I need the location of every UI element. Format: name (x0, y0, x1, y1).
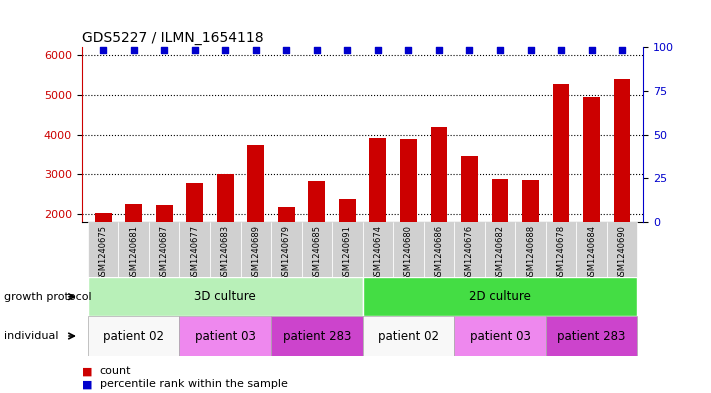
Text: growth protocol: growth protocol (4, 292, 91, 302)
Bar (240, 222, 271, 277)
Bar (149, 222, 179, 277)
Point (189, 47, 201, 53)
Point (128, 47, 139, 53)
Text: GSM1240686: GSM1240686 (434, 225, 444, 281)
Point (342, 47, 353, 53)
Text: GSM1240688: GSM1240688 (526, 225, 535, 281)
Point (97, 47, 109, 53)
Text: GSM1240691: GSM1240691 (343, 225, 352, 281)
Bar (271, 316, 363, 356)
Bar (370, 138, 386, 294)
Bar (614, 79, 631, 294)
Text: GSM1240675: GSM1240675 (99, 225, 107, 281)
Text: GSM1240681: GSM1240681 (129, 225, 138, 281)
Text: GSM1240680: GSM1240680 (404, 225, 413, 281)
Text: patient 02: patient 02 (103, 329, 164, 343)
Point (433, 47, 444, 53)
Text: GSM1240677: GSM1240677 (191, 225, 199, 281)
Point (250, 47, 262, 53)
Bar (546, 222, 577, 277)
Bar (393, 222, 424, 277)
Bar (210, 222, 240, 277)
Bar (179, 222, 210, 277)
Text: GSM1240687: GSM1240687 (160, 225, 169, 281)
Bar (156, 205, 173, 294)
Point (555, 47, 567, 53)
Bar (424, 222, 454, 277)
Bar (454, 222, 485, 277)
Bar (583, 97, 600, 294)
Bar (454, 316, 546, 356)
Bar (309, 181, 325, 294)
Bar (491, 179, 508, 294)
Bar (522, 180, 539, 294)
Bar (332, 222, 363, 277)
Text: patient 02: patient 02 (378, 329, 439, 343)
Text: GSM1240685: GSM1240685 (312, 225, 321, 281)
Text: GSM1240676: GSM1240676 (465, 225, 474, 281)
Text: patient 283: patient 283 (557, 329, 626, 343)
Text: GSM1240684: GSM1240684 (587, 225, 596, 281)
Bar (400, 139, 417, 294)
Text: patient 03: patient 03 (469, 329, 530, 343)
Bar (119, 222, 149, 277)
Bar (217, 174, 234, 294)
Bar (363, 316, 454, 356)
Text: GSM1240679: GSM1240679 (282, 225, 291, 281)
Text: GSM1240674: GSM1240674 (373, 225, 383, 281)
Point (494, 47, 506, 53)
Bar (606, 222, 637, 277)
Bar (485, 222, 515, 277)
Point (311, 47, 323, 53)
Bar (515, 222, 546, 277)
Bar (179, 316, 271, 356)
Point (586, 47, 597, 53)
Bar (271, 222, 301, 277)
Text: GSM1240683: GSM1240683 (220, 225, 230, 281)
Point (616, 47, 628, 53)
Point (402, 47, 414, 53)
Bar (247, 145, 264, 294)
Text: ■: ■ (82, 366, 92, 376)
Text: patient 283: patient 283 (283, 329, 351, 343)
Bar (339, 199, 356, 294)
Text: count: count (100, 366, 131, 376)
Text: GSM1240689: GSM1240689 (251, 225, 260, 281)
Bar (301, 222, 332, 277)
Text: GSM1240690: GSM1240690 (618, 225, 626, 281)
Text: 2D culture: 2D culture (469, 290, 531, 303)
Text: GSM1240682: GSM1240682 (496, 225, 505, 281)
Point (281, 47, 292, 53)
Text: percentile rank within the sample: percentile rank within the sample (100, 379, 287, 389)
Bar (278, 208, 294, 294)
Point (372, 47, 383, 53)
Bar (546, 316, 637, 356)
Text: GDS5227 / ILMN_1654118: GDS5227 / ILMN_1654118 (82, 31, 263, 45)
Text: ■: ■ (82, 379, 92, 389)
Point (464, 47, 475, 53)
Bar (461, 156, 478, 294)
Bar (88, 222, 119, 277)
Bar (125, 204, 142, 294)
Point (159, 47, 170, 53)
Bar (88, 316, 179, 356)
Text: 3D culture: 3D culture (194, 290, 256, 303)
Bar (95, 213, 112, 294)
Point (220, 47, 231, 53)
Bar (552, 84, 570, 294)
Bar (186, 183, 203, 294)
Point (525, 47, 536, 53)
Bar (88, 277, 363, 316)
Text: patient 03: patient 03 (195, 329, 256, 343)
Text: individual: individual (4, 331, 58, 341)
Text: GSM1240678: GSM1240678 (557, 225, 565, 281)
Bar (363, 277, 637, 316)
Bar (431, 127, 447, 294)
Bar (363, 222, 393, 277)
Bar (577, 222, 606, 277)
